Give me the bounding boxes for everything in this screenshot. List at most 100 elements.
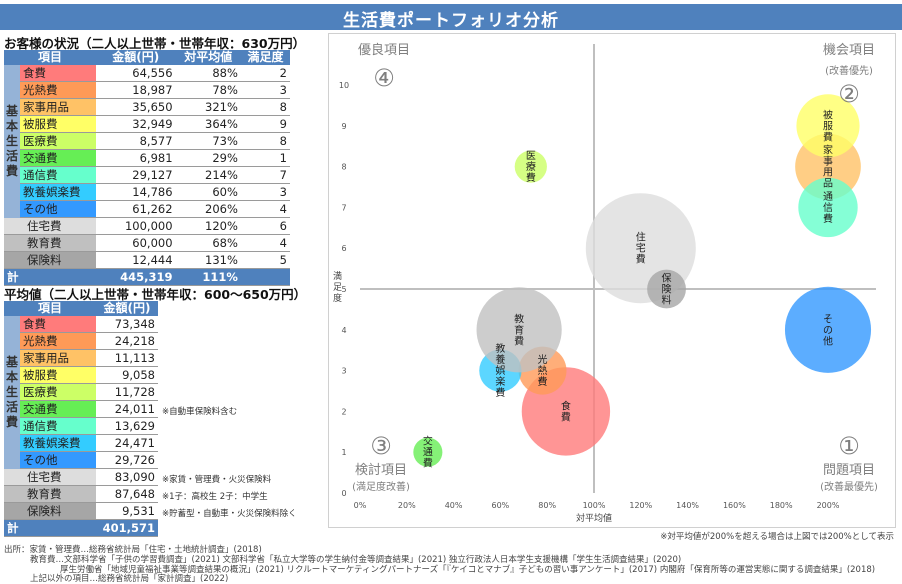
table-row: その他 61,262 206% 4	[4, 200, 290, 218]
customer-table: 項目 金額(円) 対平均値 満足度 基本生活費食費 64,556 88% 2 光熱費 18…	[4, 50, 290, 286]
item-amount: 24,471	[96, 434, 158, 452]
y-tick-label: 0	[341, 489, 346, 498]
table-row: 被服費 32,949 364% 9	[4, 115, 290, 133]
item-amount: 24,011	[96, 400, 158, 418]
item-amount: 29,127	[96, 166, 176, 184]
item-name: 光熱費	[20, 81, 96, 99]
table-header-row: 項目 金額(円)	[4, 301, 158, 316]
quadrant-label: 機会項目	[823, 43, 875, 58]
x-tick-label: 100%	[583, 501, 606, 510]
source-line-2: 教育費…文部科学省「子供の学習費調査」(2021) 文部科学省「私立大学等の学生…	[30, 555, 682, 565]
item-name: 教育費	[4, 234, 96, 252]
item-name: 被服費	[20, 115, 96, 133]
x-tick-label: 180%	[770, 501, 793, 510]
item-ratio: 60%	[175, 183, 241, 201]
item-ratio: 68%	[175, 234, 241, 252]
table-row: 交通費 6,981 29% 1	[4, 149, 290, 167]
total-row: 計 401,571	[4, 519, 158, 537]
group-label: 基本生活費	[4, 316, 20, 469]
group-label-text: 基本生活費	[6, 103, 19, 178]
x-tick-label: 40%	[445, 501, 463, 510]
item-name: 医療費	[20, 383, 96, 401]
y-tick-label: 8	[341, 163, 346, 172]
table-row: 基本生活費 食費 64,556 88% 2	[4, 65, 290, 218]
item-amount: 12,444	[96, 251, 176, 269]
bubble-10	[476, 287, 562, 373]
item-amount: 83,090	[96, 468, 158, 486]
bubble-label: 家事用品	[823, 144, 833, 190]
item-sat: 8	[240, 98, 290, 116]
table-row: 教育費 87,648	[4, 485, 158, 503]
table-row: 被服費 9,058	[4, 366, 158, 384]
item-name: 医療費	[20, 132, 96, 150]
item-sat: 6	[240, 217, 290, 235]
item-amount: 24,218	[96, 332, 158, 350]
item-amount: 73,348	[96, 316, 158, 333]
y-tick-label: 1	[341, 448, 346, 457]
item-amount: 9,058	[96, 366, 158, 384]
item-amount: 29,726	[96, 451, 158, 469]
item-name: 交通費	[20, 149, 96, 167]
table-row: 光熱費 24,218	[4, 332, 158, 350]
bubble-11	[647, 269, 686, 309]
table-row: 教養娯楽費 24,471	[4, 434, 158, 452]
group-label: 基本生活費	[4, 65, 20, 218]
item-name: 保険料	[4, 502, 96, 520]
item-name: その他	[20, 451, 96, 469]
item-name: 住宅費	[4, 217, 96, 235]
bubble-label: 住宅費	[636, 231, 646, 266]
bubble-label: 交通費	[423, 435, 433, 470]
item-amount: 100,000	[96, 217, 176, 235]
item-amount: 9,531	[96, 502, 158, 520]
source-line-1: 出所：家賃・管理費…総務省統計局「住宅・土地統計調査」(2018)	[4, 545, 262, 555]
item-name: 教養娯楽費	[20, 183, 96, 201]
x-tick-label: 120%	[629, 501, 652, 510]
item-note: ※1子：高校生 2子：中学生	[162, 492, 268, 502]
table-row: 家事用品 35,650 321% 8	[4, 98, 290, 116]
item-ratio: 364%	[175, 115, 241, 133]
item-amount: 6,981	[96, 149, 176, 167]
quadrant-label: 問題項目	[823, 463, 875, 478]
item-name: 保険料	[4, 251, 96, 269]
source-line-3: 厚生労働省「地域児童福祉事業等調査結果の概況」(2021) リクルートマーケティ…	[60, 565, 876, 575]
y-tick-label: 5	[341, 285, 346, 294]
item-note: ※家賃・管理費・火災保険料	[162, 475, 272, 485]
portfolio-chart: 0 1 2 3 4 5 6 7 8 9 10 0% 20% 40% 60% 80% 100% 120% 140% 16…	[328, 33, 896, 528]
table-row: 医療費 11,728	[4, 383, 158, 401]
quadrant-number: ④	[373, 64, 395, 92]
table-row: 教育費 60,000 68% 4	[4, 234, 290, 252]
item-sat: 8	[240, 132, 290, 150]
item-name: 食費	[20, 316, 96, 333]
item-ratio: 321%	[175, 98, 241, 116]
item-sat: 5	[240, 251, 290, 269]
item-sat: 2	[240, 65, 290, 82]
y-tick-label: 6	[341, 244, 346, 253]
item-name: 交通費	[20, 400, 96, 418]
item-amount: 11,728	[96, 383, 158, 401]
x-tick-label: 0%	[354, 501, 367, 510]
item-sat: 4	[240, 234, 290, 252]
quadrant-sublabel: (改善優先)	[825, 64, 873, 77]
item-ratio: 214%	[175, 166, 241, 184]
item-amount: 60,000	[96, 234, 176, 252]
item-amount: 14,786	[96, 183, 176, 201]
title-bar: 生活費ポートフォリオ分析	[0, 4, 902, 31]
col-header-amount: 金額(円)	[96, 301, 158, 316]
item-name: 教育費	[4, 485, 96, 503]
item-name: 教養娯楽費	[20, 434, 96, 452]
table-row: 医療費 8,577 73% 8	[4, 132, 290, 150]
y-tick-label: 2	[341, 407, 346, 416]
y-tick-label: 10	[339, 81, 349, 90]
table-row: 基本生活費 食費 73,348	[4, 316, 158, 469]
item-ratio: 206%	[175, 200, 241, 218]
item-ratio: 29%	[175, 149, 241, 167]
bubble-3	[796, 94, 860, 158]
table-row: 通信費 29,127 214% 7	[4, 166, 290, 184]
quadrant-number: ②	[838, 80, 860, 108]
item-amount: 11,113	[96, 349, 158, 367]
col-header-ratio: 対平均値	[175, 50, 241, 65]
item-amount: 61,262	[96, 200, 176, 218]
table-row: 保険料 9,531	[4, 502, 158, 520]
item-amount: 32,949	[96, 115, 176, 133]
total-amount: 445,319	[96, 268, 176, 286]
